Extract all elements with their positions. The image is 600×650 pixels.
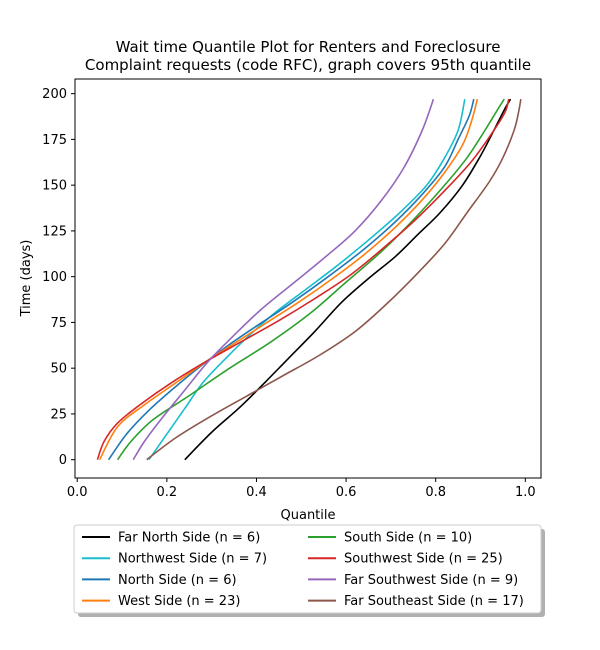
series-line-2 xyxy=(107,98,475,461)
x-axis-label: Quantile xyxy=(281,508,336,523)
y-axis-label: Time (days) xyxy=(19,240,34,318)
series-line-7 xyxy=(146,98,522,461)
legend: Far North Side (n = 6) Northwest Side (n … xyxy=(73,524,545,617)
y-tick-label-4: 100 xyxy=(42,270,67,285)
x-tick-label-0: 0.0 xyxy=(67,485,88,500)
legend-box xyxy=(73,524,542,614)
y-tick-label-5: 125 xyxy=(42,224,67,239)
legend-label-6: Far Southwest Side (n = 9) xyxy=(344,573,518,588)
y-tick-label-2: 50 xyxy=(50,362,67,377)
legend-label-5: Southwest Side (n = 25) xyxy=(344,552,503,567)
chart-title-line-1: Wait time Quantile Plot for Renters and … xyxy=(116,38,501,56)
series-line-0 xyxy=(184,98,512,461)
plot-lines xyxy=(96,98,522,461)
x-axis: 0.0 0.2 0.4 0.6 0.8 1.0 xyxy=(67,478,536,500)
x-tick-label-3: 0.6 xyxy=(336,485,357,500)
series-line-3 xyxy=(98,98,479,461)
x-tick-label-5: 1.0 xyxy=(515,485,536,500)
chart-title-line-2: Complaint requests (code RFC), graph cov… xyxy=(85,56,531,74)
series-line-4 xyxy=(116,98,505,461)
legend-label-2: North Side (n = 6) xyxy=(118,573,237,588)
legend-label-7: Far Southeast Side (n = 17) xyxy=(344,594,524,609)
plot-frame xyxy=(74,78,542,479)
legend-label-3: West Side (n = 23) xyxy=(118,594,240,609)
y-tick-label-6: 150 xyxy=(42,179,67,194)
x-tick-label-2: 0.4 xyxy=(246,485,267,500)
series-line-1 xyxy=(148,98,466,461)
y-tick-label-1: 25 xyxy=(50,407,67,422)
x-tick-label-1: 0.2 xyxy=(157,485,178,500)
y-tick-label-3: 75 xyxy=(50,316,67,331)
y-axis: 0 25 50 75 100 125 150 175 200 xyxy=(42,87,75,468)
series-line-5 xyxy=(96,98,510,460)
y-tick-label-8: 200 xyxy=(42,87,67,102)
legend-label-0: Far North Side (n = 6) xyxy=(118,531,260,546)
series-line-6 xyxy=(132,98,435,461)
y-tick-label-0: 0 xyxy=(59,453,67,468)
y-tick-label-7: 175 xyxy=(42,133,67,148)
legend-label-4: South Side (n = 10) xyxy=(344,531,472,546)
legend-label-1: Northwest Side (n = 7) xyxy=(118,552,267,567)
x-tick-label-4: 0.8 xyxy=(425,485,446,500)
